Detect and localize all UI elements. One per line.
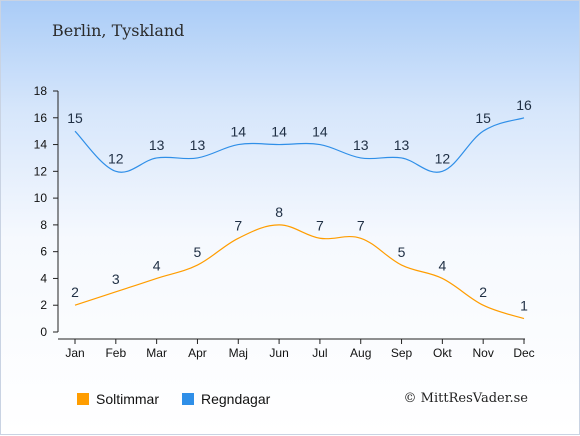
data-label-soltimmar: 7 bbox=[234, 217, 242, 233]
y-tick-label: 0 bbox=[40, 325, 47, 339]
data-label-soltimmar: 4 bbox=[438, 257, 446, 273]
data-label-regndagar: 13 bbox=[353, 137, 369, 153]
y-tick: 12 bbox=[34, 164, 58, 178]
y-tick: 18 bbox=[34, 84, 58, 98]
data-label-soltimmar: 5 bbox=[194, 244, 202, 260]
legend-item-soltimmar: Soltimmar bbox=[77, 391, 159, 407]
data-label-regndagar: 13 bbox=[190, 137, 206, 153]
x-tick: Mar bbox=[146, 339, 167, 360]
data-label-regndagar: 12 bbox=[108, 150, 124, 166]
data-label-regndagar: 14 bbox=[230, 124, 246, 140]
y-axis: 0 2 4 6 8 10 12 14 16 18 bbox=[34, 84, 58, 339]
y-tick: 6 bbox=[40, 245, 58, 259]
data-label-regndagar: 12 bbox=[435, 150, 451, 166]
x-tick-label: Apr bbox=[188, 346, 207, 360]
x-tick-label: Jun bbox=[269, 346, 288, 360]
data-label-regndagar: 14 bbox=[312, 124, 328, 140]
legend-swatch-soltimmar bbox=[77, 393, 89, 405]
x-axis: Jan Feb Mar Apr Maj Jun Jul Aug Sep Okt Nov Dec bbox=[65, 339, 535, 360]
y-tick: 14 bbox=[34, 138, 58, 152]
y-tick-label: 6 bbox=[40, 245, 47, 259]
x-tick-label: Okt bbox=[433, 346, 452, 360]
data-labels: 2 3 4 5 7 8 7 7 5 4 2 1 15 12 13 13 14 14 14 13 13 12 15 16 bbox=[67, 97, 532, 314]
x-tick: Aug bbox=[350, 339, 371, 360]
x-tick-label: Sep bbox=[391, 346, 413, 360]
data-label-soltimmar: 2 bbox=[71, 284, 79, 300]
y-tick-label: 18 bbox=[34, 84, 48, 98]
data-label-regndagar: 15 bbox=[475, 110, 491, 126]
y-tick-label: 12 bbox=[34, 164, 48, 178]
x-tick-label: Mar bbox=[146, 346, 167, 360]
data-label-soltimmar: 8 bbox=[275, 204, 283, 220]
x-tick: Dec bbox=[513, 339, 535, 360]
data-label-soltimmar: 7 bbox=[357, 217, 365, 233]
x-tick: Jul bbox=[312, 339, 328, 360]
x-tick-label: Maj bbox=[229, 346, 248, 360]
x-tick: Jun bbox=[269, 339, 289, 360]
y-tick: 0 bbox=[40, 325, 58, 339]
chart-title: Berlin, Tyskland bbox=[52, 21, 185, 40]
data-label-regndagar: 15 bbox=[67, 110, 83, 126]
data-label-regndagar: 13 bbox=[394, 137, 410, 153]
x-tick: Okt bbox=[433, 339, 452, 360]
y-tick-label: 2 bbox=[40, 298, 47, 312]
y-tick: 16 bbox=[34, 111, 58, 125]
x-tick: Jan bbox=[65, 339, 85, 360]
x-tick: Maj bbox=[229, 339, 248, 360]
y-tick: 2 bbox=[40, 298, 58, 312]
data-label-soltimmar: 1 bbox=[520, 298, 528, 314]
credit-link[interactable]: © MittResVader.se bbox=[403, 391, 528, 406]
data-label-soltimmar: 7 bbox=[316, 217, 324, 233]
x-tick: Nov bbox=[473, 339, 494, 360]
x-tick: Apr bbox=[188, 339, 207, 360]
x-tick-label: Nov bbox=[473, 346, 494, 360]
data-label-soltimmar: 4 bbox=[153, 257, 161, 273]
legend-item-regndagar: Regndagar bbox=[182, 391, 270, 407]
y-tick: 8 bbox=[40, 218, 58, 232]
y-tick: 4 bbox=[40, 271, 58, 285]
x-tick-label: Aug bbox=[350, 346, 371, 360]
data-label-soltimmar: 2 bbox=[479, 284, 487, 300]
data-label-regndagar: 13 bbox=[149, 137, 165, 153]
y-tick-label: 14 bbox=[34, 138, 48, 152]
x-tick-label: Jan bbox=[65, 346, 84, 360]
data-label-regndagar: 16 bbox=[516, 97, 532, 113]
y-tick: 10 bbox=[34, 191, 58, 205]
legend-label-regndagar: Regndagar bbox=[201, 391, 271, 407]
data-label-soltimmar: 3 bbox=[112, 271, 120, 287]
y-tick-label: 10 bbox=[34, 191, 48, 205]
x-tick: Feb bbox=[105, 339, 126, 360]
x-tick-label: Dec bbox=[513, 346, 534, 360]
legend-label-soltimmar: Soltimmar bbox=[96, 391, 160, 407]
series-line-regndagar bbox=[74, 117, 525, 173]
y-tick-label: 16 bbox=[34, 111, 48, 125]
x-tick-label: Jul bbox=[312, 346, 327, 360]
series-line-soltimmar bbox=[74, 224, 525, 320]
data-label-soltimmar: 5 bbox=[398, 244, 406, 260]
x-tick: Sep bbox=[391, 339, 413, 360]
x-tick-label: Feb bbox=[105, 346, 126, 360]
series-layer bbox=[74, 117, 525, 320]
y-tick-label: 8 bbox=[40, 218, 47, 232]
y-tick-label: 4 bbox=[40, 271, 47, 285]
data-label-regndagar: 14 bbox=[271, 124, 287, 140]
legend-swatch-regndagar bbox=[182, 393, 194, 405]
